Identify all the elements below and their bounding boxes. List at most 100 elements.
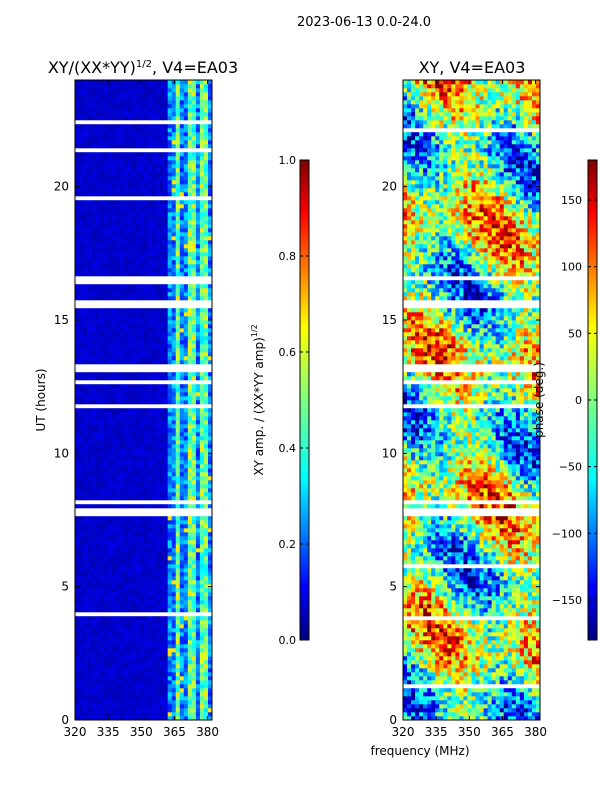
heatmap-cell [99,456,104,461]
heatmap-cell [75,160,80,165]
heatmap-cell [195,228,201,233]
heatmap-cell [87,684,92,689]
heatmap-cell [199,416,205,421]
heatmap-cell [171,328,177,333]
heatmap-cell [151,172,156,177]
heatmap-cell [147,616,152,621]
heatmap-cell [119,644,124,649]
heatmap-cell [183,284,189,289]
heatmap-cell [183,116,189,121]
heatmap-cell [175,576,181,581]
heatmap-cell [111,608,116,613]
heatmap-cell [199,332,205,337]
heatmap-cell [163,272,168,277]
heatmap-cell [139,264,144,269]
heatmap-cell [131,628,136,633]
heatmap-cell [195,444,201,449]
heatmap-cell [183,528,189,533]
heatmap-cell [179,144,185,149]
heatmap-cell [119,684,124,689]
heatmap-cell [95,116,100,121]
heatmap-cell [119,696,124,701]
heatmap-cell [79,112,84,117]
heatmap-cell [167,616,173,621]
heatmap-cell [191,552,197,557]
heatmap-cell [83,308,88,313]
heatmap-cell [175,520,181,525]
heatmap-cell [207,484,213,489]
heatmap-cell [143,96,148,101]
heatmap-cell [103,236,108,241]
heatmap-cell [179,356,185,361]
heatmap-cell [127,544,132,549]
heatmap-cell [103,684,108,689]
heatmap-cell [199,336,205,341]
heatmap-cell [139,640,144,645]
heatmap-cell [191,192,197,197]
heatmap-cell [115,460,120,465]
heatmap-cell [115,660,120,665]
heatmap-cell [143,696,148,701]
heatmap-blank-row [75,304,212,309]
heatmap-cell [207,188,213,193]
heatmap-cell [199,168,205,173]
heatmap-cell [175,296,181,301]
heatmap-cell [195,256,201,261]
heatmap-cell [91,492,96,497]
heatmap-cell [83,636,88,641]
heatmap-cell [103,332,108,337]
heatmap-cell [75,556,80,561]
heatmap-cell [119,564,124,569]
heatmap-cell [139,596,144,601]
heatmap-cell [183,352,189,357]
heatmap-cell [207,676,213,681]
heatmap-cell [83,192,88,197]
heatmap-cell [91,156,96,161]
heatmap-cell [187,188,193,193]
heatmap-cell [79,108,84,113]
heatmap-cell [99,692,104,697]
heatmap-cell [91,688,96,693]
heatmap-cell [127,408,132,413]
heatmap-cell [171,672,177,677]
heatmap-cell [171,336,177,341]
heatmap-cell [83,428,88,433]
heatmap-cell [203,384,209,389]
heatmap-cell [135,712,140,717]
heatmap-cell [135,256,140,261]
heatmap-cell [183,576,189,581]
heatmap-cell [83,236,88,241]
heatmap-cell [107,568,112,573]
heatmap-cell [99,328,104,333]
heatmap-cell [119,104,124,109]
heatmap-cell [147,412,152,417]
heatmap-cell [207,104,213,109]
heatmap-cell [167,104,173,109]
heatmap-cell [127,288,132,293]
heatmap-cell [115,668,120,673]
heatmap-cell [103,656,108,661]
heatmap-cell [127,504,132,509]
heatmap-cell [75,296,80,301]
heatmap-cell [167,224,173,229]
heatmap-cell [171,476,177,481]
heatmap-cell [99,244,104,249]
heatmap-cell [103,472,108,477]
heatmap-cell [91,624,96,629]
heatmap-cell [139,700,144,705]
heatmap-cell [195,420,201,425]
heatmap-cell [75,392,80,397]
heatmap-cell [103,244,108,249]
heatmap-cell [195,668,201,673]
heatmap-cell [75,652,80,657]
heatmap-cell [99,160,104,165]
heatmap-cell [95,400,100,405]
heatmap-cell [151,224,156,229]
heatmap-cell [199,108,205,113]
heatmap-cell [163,136,168,141]
heatmap-cell [167,320,173,325]
heatmap-cell [91,444,96,449]
heatmap-cell [91,88,96,93]
heatmap-cell [167,144,173,149]
heatmap-cell [127,216,132,221]
